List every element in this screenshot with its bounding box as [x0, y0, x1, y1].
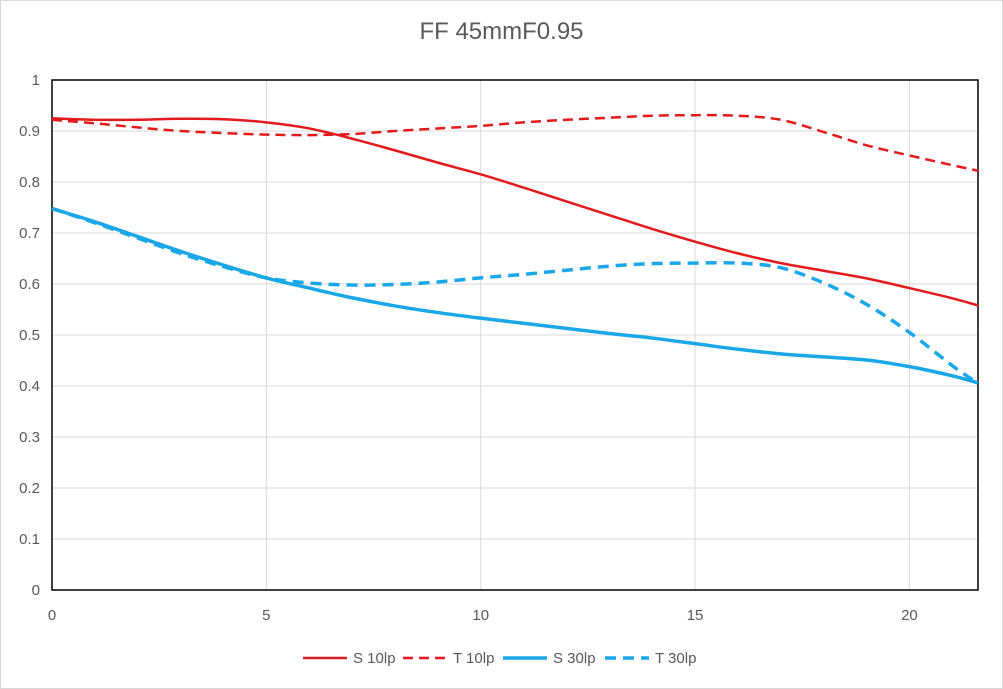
x-tick-label: 0: [48, 607, 56, 624]
legend-label-t-30lp: T 30lp: [655, 650, 696, 667]
series-line-s-10lp: [51, 117, 979, 307]
series-line-t-30lp: [51, 206, 979, 385]
y-tick-label: 0.4: [19, 378, 40, 395]
series-line-t-10lp: [51, 113, 979, 173]
legend-label-t-10lp: T 10lp: [453, 650, 494, 667]
y-tick-label: 0.7: [19, 225, 40, 242]
grid-layer: [52, 80, 978, 590]
plot-area-border: [51, 79, 979, 591]
y-tick-label: 0.6: [19, 276, 40, 293]
series-layer: [51, 113, 979, 385]
x-tick-label: 20: [901, 607, 918, 624]
y-tick-label: 0: [32, 582, 40, 599]
series-line-s-30lp: [51, 206, 979, 385]
legend: S 10lp T 10lp S 30lp T 30lp: [303, 650, 696, 667]
chart-title: FF 45mmF0.95: [419, 18, 584, 45]
y-tick-label: 0.8: [19, 174, 40, 191]
x-tick-label: 5: [262, 607, 270, 624]
legend-label-s-10lp: S 10lp: [353, 650, 396, 667]
y-tick-label: 0.3: [19, 429, 40, 446]
y-tick-label: 1: [32, 72, 40, 89]
y-tick-label: 0.9: [19, 123, 40, 140]
y-tick-label: 0.5: [19, 327, 40, 344]
y-tick-label: 0.1: [19, 531, 40, 548]
x-tick-label: 10: [472, 607, 489, 624]
y-tick-label: 0.2: [19, 480, 40, 497]
x-tick-label: 15: [687, 607, 704, 624]
axis-layer: 00.10.20.30.40.50.60.70.80.910 5 10 15 20: [19, 72, 979, 624]
legend-label-s-30lp: S 30lp: [553, 650, 596, 667]
